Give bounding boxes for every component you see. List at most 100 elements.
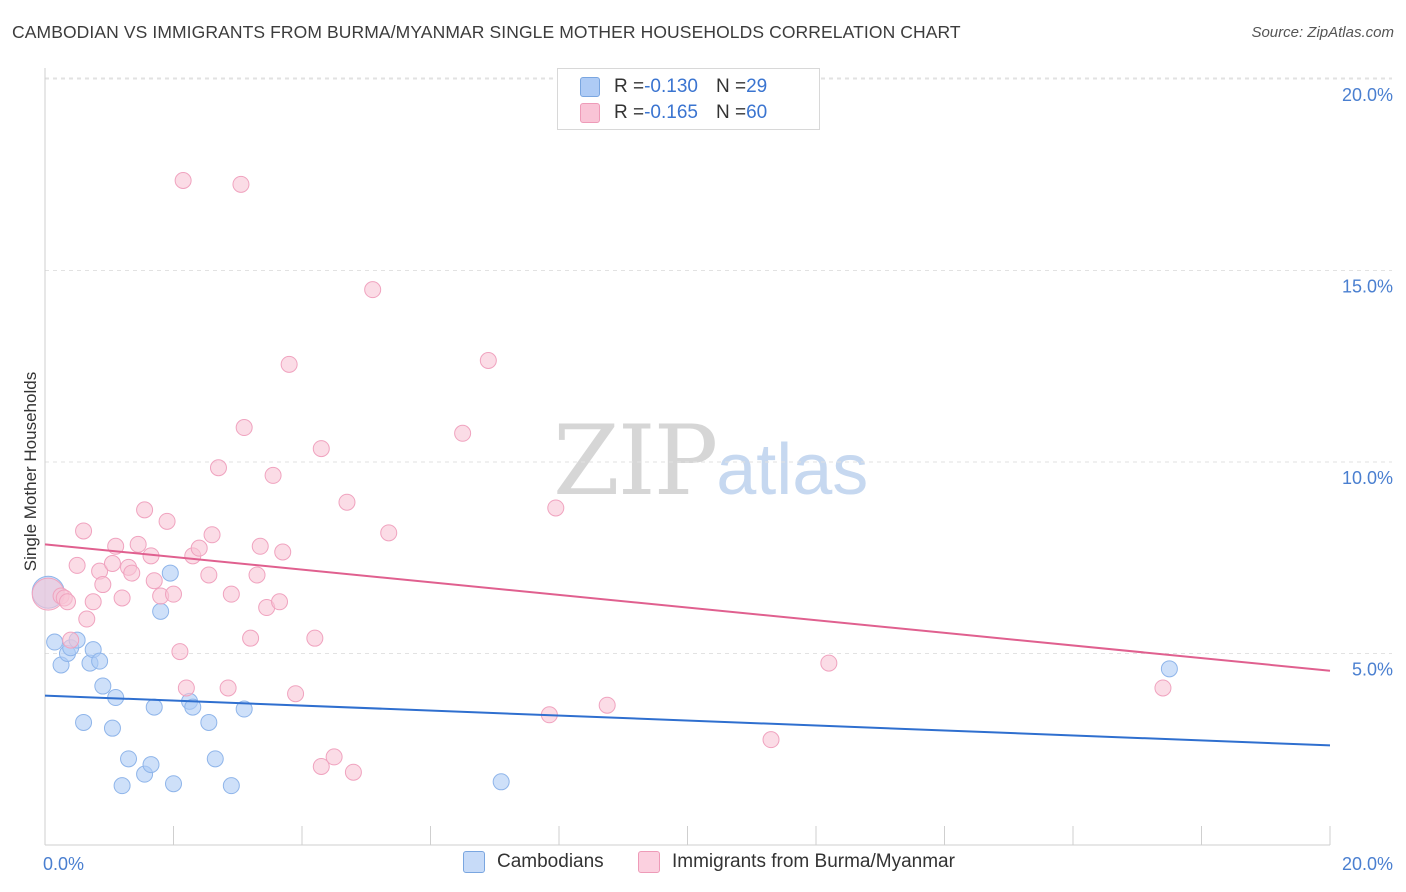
y-tick-label: 20.0% bbox=[1342, 85, 1393, 105]
point-burma bbox=[129, 535, 147, 553]
point-burma bbox=[171, 643, 189, 661]
watermark-atlas: atlas bbox=[716, 430, 869, 510]
point-burma bbox=[306, 629, 324, 647]
point-burma bbox=[209, 459, 227, 477]
point-burma bbox=[136, 501, 154, 519]
legend-item-cambodians[interactable]: Cambodians bbox=[463, 851, 604, 873]
legend-n-label: N = bbox=[715, 102, 747, 123]
point-burma bbox=[598, 696, 616, 714]
data-points bbox=[31, 171, 1178, 795]
legend-row-burma: R = -0.165 N = 60 bbox=[580, 101, 767, 125]
point-burma bbox=[68, 556, 86, 574]
y-tick-label: 10.0% bbox=[1342, 468, 1393, 488]
point-cambodians bbox=[142, 756, 160, 774]
point-burma bbox=[145, 572, 163, 590]
point-burma bbox=[62, 631, 80, 649]
point-cambodians bbox=[1160, 660, 1178, 678]
point-burma bbox=[84, 593, 102, 611]
legend-item-burma[interactable]: Immigrants from Burma/Myanmar bbox=[638, 851, 955, 873]
point-burma bbox=[364, 281, 382, 299]
trend-lines bbox=[44, 543, 1331, 747]
point-cambodians bbox=[113, 777, 131, 795]
x-tick-label-right: 20.0% bbox=[1342, 854, 1393, 874]
point-cambodians bbox=[222, 777, 240, 795]
legend-swatch-cambodians bbox=[580, 77, 600, 97]
legend-r-label: R = bbox=[614, 102, 645, 123]
point-burma bbox=[232, 175, 250, 193]
point-burma bbox=[454, 424, 472, 442]
trend-line-burma bbox=[44, 543, 1331, 672]
point-burma bbox=[274, 543, 292, 561]
legend-r-value: -0.165 bbox=[644, 102, 698, 123]
trend-line-cambodians bbox=[44, 694, 1331, 747]
point-cambodians bbox=[152, 602, 170, 620]
watermark: ZIPatlas bbox=[553, 405, 868, 517]
legend-swatch-burma bbox=[638, 851, 660, 873]
point-burma bbox=[78, 610, 96, 628]
point-burma bbox=[219, 679, 237, 697]
point-cambodians bbox=[184, 698, 202, 716]
point-burma bbox=[103, 554, 121, 572]
point-burma bbox=[174, 171, 192, 189]
legend-r-value: -0.130 bbox=[644, 76, 698, 97]
point-cambodians bbox=[46, 633, 64, 651]
point-burma bbox=[203, 526, 221, 544]
point-burma bbox=[58, 593, 76, 611]
point-burma bbox=[344, 763, 362, 781]
point-burma bbox=[762, 731, 780, 749]
point-burma bbox=[177, 679, 195, 697]
point-burma bbox=[820, 654, 838, 672]
point-burma bbox=[338, 493, 356, 511]
point-burma bbox=[280, 355, 298, 373]
point-cambodians bbox=[145, 698, 163, 716]
legend-swatch-burma bbox=[580, 103, 600, 123]
point-burma bbox=[264, 466, 282, 484]
point-burma bbox=[242, 629, 260, 647]
point-burma bbox=[123, 564, 141, 582]
axes bbox=[44, 68, 1331, 846]
point-burma bbox=[222, 585, 240, 603]
y-tick-label: 15.0% bbox=[1342, 277, 1393, 297]
legend-r-label: R = bbox=[614, 76, 645, 97]
y-axis-title: Single Mother Households bbox=[21, 372, 40, 571]
point-cambodians bbox=[91, 652, 109, 670]
point-cambodians bbox=[235, 700, 253, 718]
chart-title: CAMBODIAN VS IMMIGRANTS FROM BURMA/MYANM… bbox=[12, 22, 961, 42]
source-label: Source: ZipAtlas.com bbox=[1251, 24, 1394, 41]
point-burma bbox=[75, 522, 93, 540]
point-burma bbox=[271, 593, 289, 611]
point-cambodians bbox=[206, 750, 224, 768]
x-tick-label-left: 0.0% bbox=[43, 854, 84, 874]
point-cambodians bbox=[75, 713, 93, 731]
point-burma bbox=[158, 512, 176, 530]
axis-labels: 5.0% 10.0% 15.0% 20.0% 0.0% 20.0% Single Mothe… bbox=[21, 85, 1393, 874]
gridlines bbox=[45, 77, 1392, 654]
point-burma bbox=[248, 566, 266, 584]
legend-n-label: N = bbox=[715, 76, 747, 97]
point-cambodians bbox=[200, 713, 218, 731]
point-burma bbox=[287, 685, 305, 703]
point-burma bbox=[325, 748, 343, 766]
point-burma bbox=[479, 352, 497, 370]
legend-n-value: 29 bbox=[746, 76, 768, 97]
point-burma bbox=[1154, 679, 1172, 697]
point-burma bbox=[165, 585, 182, 603]
point-burma bbox=[113, 589, 131, 607]
point-cambodians bbox=[165, 775, 182, 793]
legend-n-value: 60 bbox=[746, 102, 768, 123]
watermark-zip: ZIP bbox=[553, 405, 718, 517]
point-burma bbox=[200, 566, 218, 584]
point-cambodians bbox=[161, 564, 179, 582]
series-legend: Cambodians Immigrants from Burma/Myanmar bbox=[0, 851, 1406, 879]
point-burma bbox=[312, 757, 330, 775]
legend-swatch-cambodians bbox=[463, 851, 485, 873]
point-cambodians bbox=[94, 677, 112, 695]
correlation-legend: R = -0.130 N = 29 R = -0.165 N = 60 bbox=[557, 68, 820, 130]
point-burma bbox=[547, 499, 565, 517]
legend-label-burma: Immigrants from Burma/Myanmar bbox=[672, 851, 955, 872]
point-burma bbox=[94, 576, 112, 594]
point-cambodians bbox=[492, 773, 510, 791]
legend-row-cambodians: R = -0.130 N = 29 bbox=[580, 75, 767, 99]
point-burma bbox=[312, 440, 330, 458]
